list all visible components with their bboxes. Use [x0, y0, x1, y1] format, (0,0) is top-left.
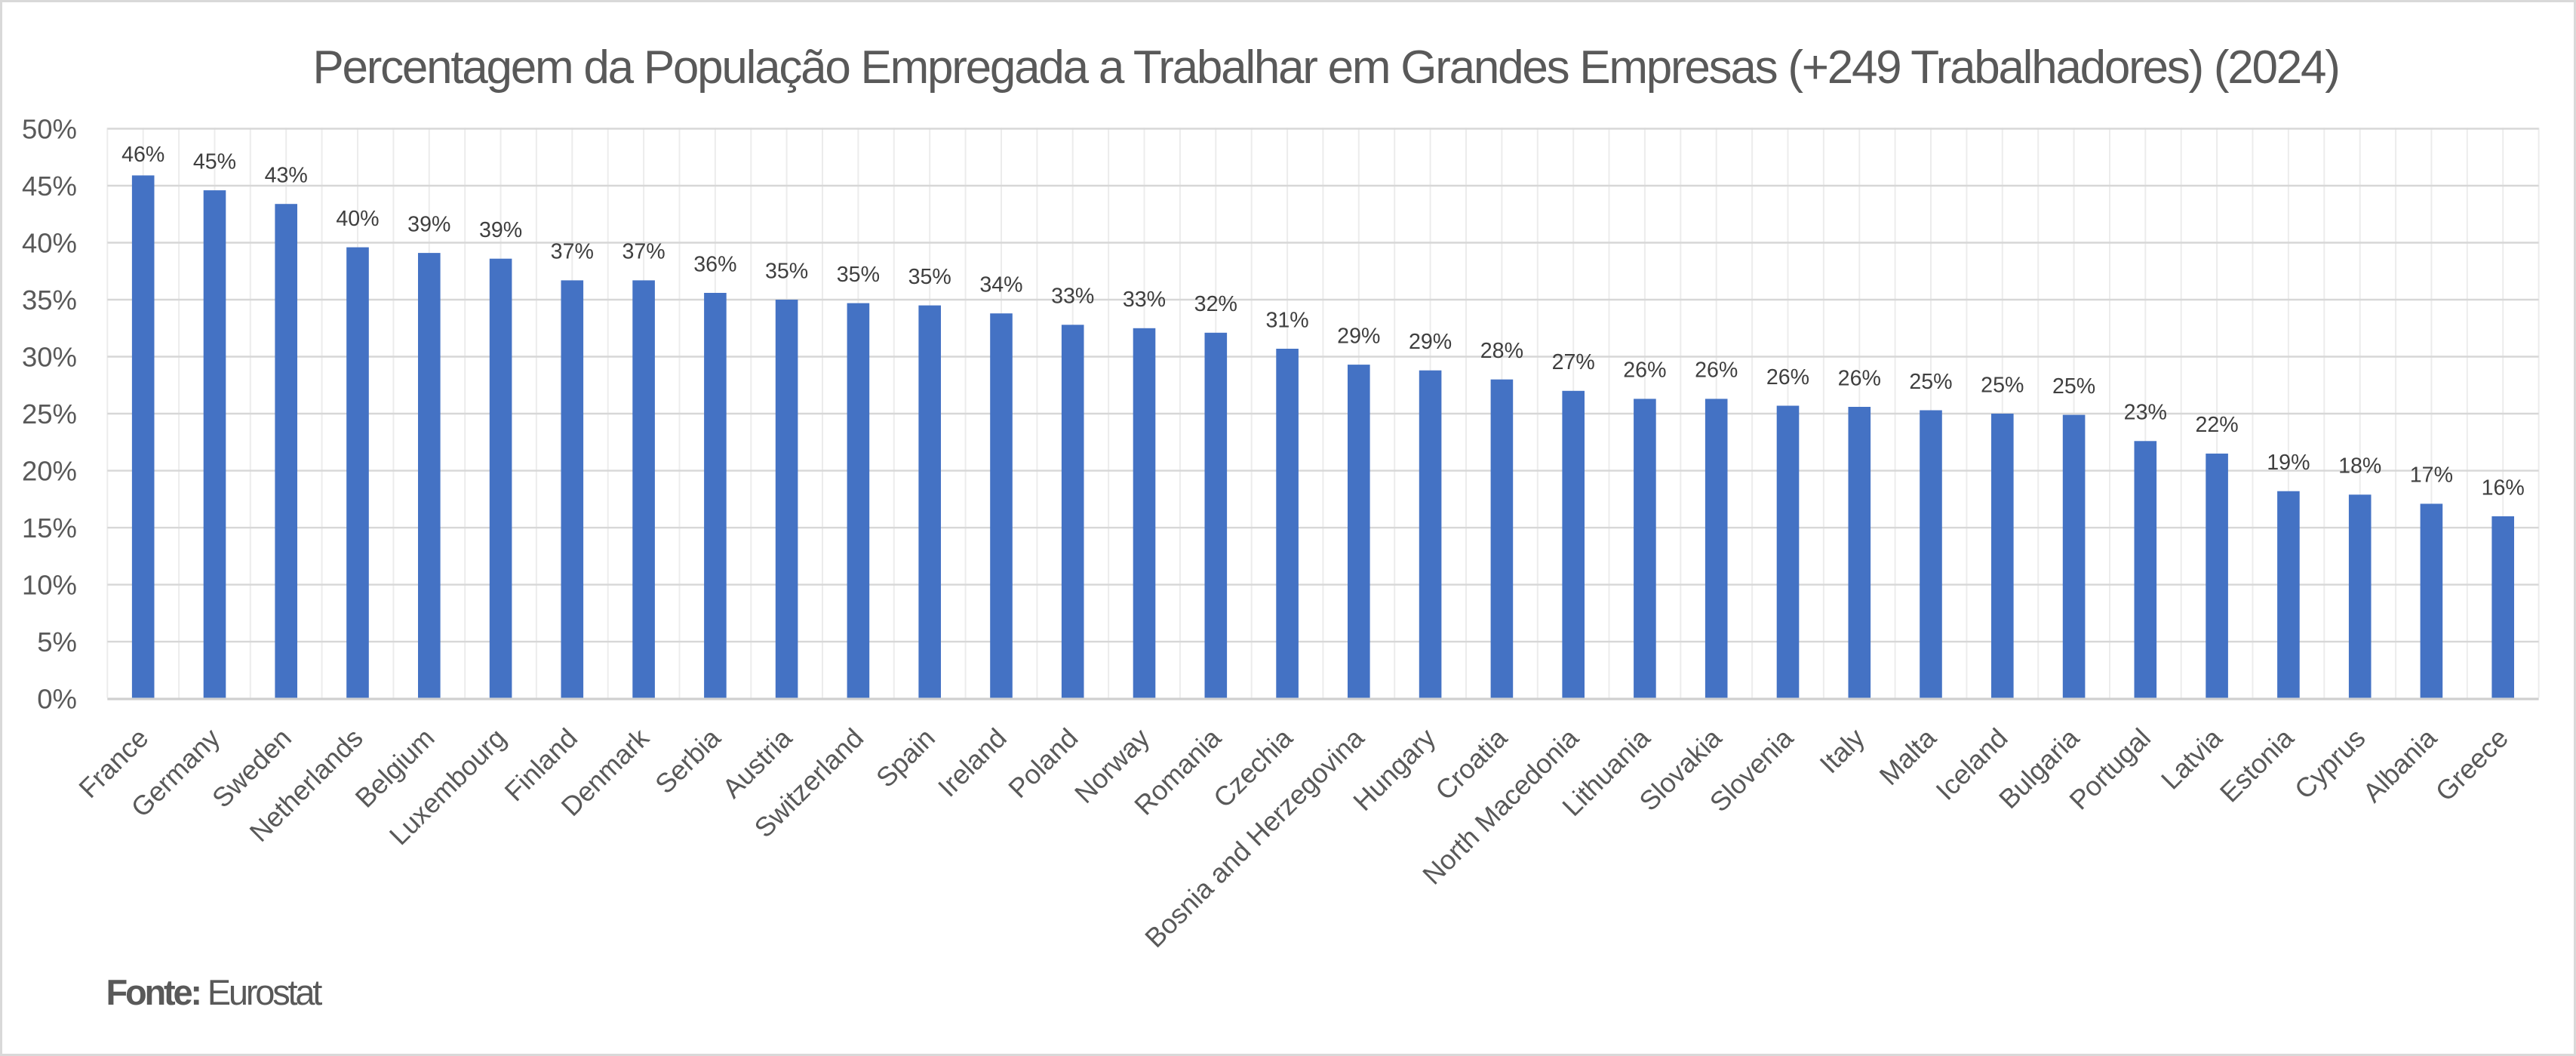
svg-text:34%: 34%: [979, 273, 1022, 297]
svg-text:36%: 36%: [693, 252, 736, 276]
svg-text:35%: 35%: [908, 265, 951, 289]
svg-text:5%: 5%: [37, 627, 77, 657]
svg-text:39%: 39%: [407, 212, 450, 236]
svg-text:35%: 35%: [765, 259, 808, 283]
svg-text:46%: 46%: [121, 143, 164, 167]
svg-text:35%: 35%: [22, 285, 77, 316]
svg-text:27%: 27%: [1552, 350, 1595, 374]
svg-text:25%: 25%: [22, 399, 77, 429]
svg-text:0%: 0%: [37, 684, 77, 715]
svg-text:40%: 40%: [22, 228, 77, 259]
svg-text:39%: 39%: [479, 218, 522, 242]
svg-text:23%: 23%: [2124, 401, 2167, 425]
svg-text:35%: 35%: [837, 263, 880, 287]
svg-text:45%: 45%: [22, 171, 77, 202]
svg-text:37%: 37%: [622, 240, 665, 264]
svg-text:25%: 25%: [1909, 370, 1952, 394]
svg-text:28%: 28%: [1480, 339, 1523, 363]
svg-text:22%: 22%: [2195, 413, 2238, 437]
svg-text:26%: 26%: [1838, 366, 1881, 390]
svg-text:26%: 26%: [1766, 365, 1809, 389]
svg-text:17%: 17%: [2410, 463, 2453, 488]
svg-text:25%: 25%: [1981, 373, 2024, 397]
svg-text:18%: 18%: [2338, 454, 2381, 479]
svg-text:10%: 10%: [22, 570, 77, 601]
svg-text:31%: 31%: [1265, 308, 1308, 332]
svg-text:45%: 45%: [193, 149, 236, 174]
svg-text:25%: 25%: [2052, 374, 2095, 399]
svg-text:16%: 16%: [2482, 476, 2525, 500]
svg-text:33%: 33%: [1051, 285, 1094, 309]
svg-text:26%: 26%: [1695, 359, 1738, 383]
svg-text:Fonte: Eurostat: Fonte: Eurostat: [106, 972, 323, 1012]
svg-text:20%: 20%: [22, 456, 77, 487]
svg-text:32%: 32%: [1194, 292, 1237, 316]
svg-text:37%: 37%: [551, 240, 594, 264]
svg-text:43%: 43%: [265, 164, 308, 188]
svg-text:15%: 15%: [22, 513, 77, 543]
svg-text:50%: 50%: [22, 114, 77, 145]
svg-text:26%: 26%: [1623, 359, 1666, 383]
svg-text:29%: 29%: [1409, 330, 1452, 354]
svg-text:Percentagem da População Empre: Percentagem da População Empregada a Tra…: [312, 42, 2338, 94]
svg-text:29%: 29%: [1337, 324, 1380, 348]
svg-text:19%: 19%: [2267, 451, 2310, 475]
svg-text:30%: 30%: [22, 342, 77, 373]
svg-text:33%: 33%: [1123, 288, 1166, 312]
svg-text:40%: 40%: [336, 207, 379, 231]
